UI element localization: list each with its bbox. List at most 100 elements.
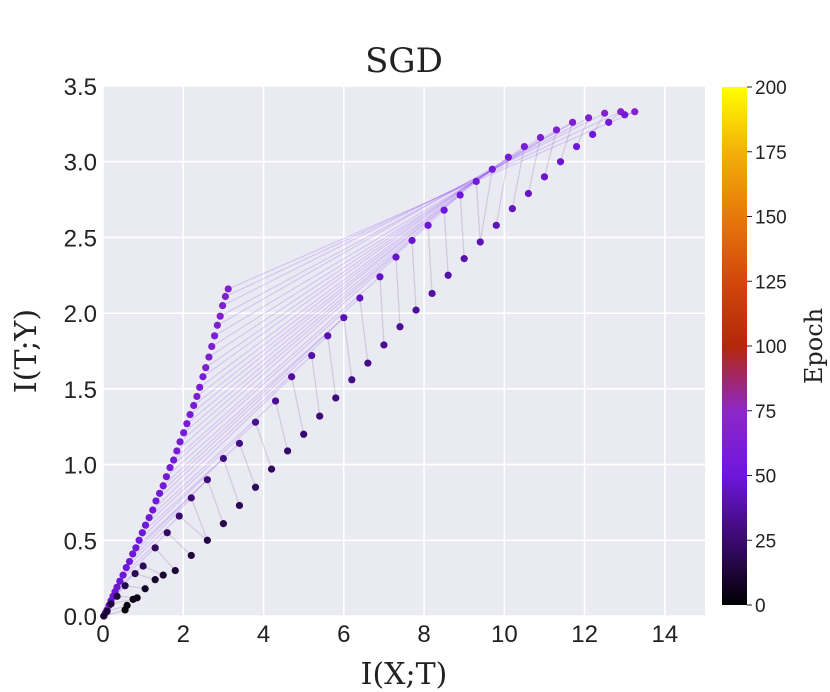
data-point [585,114,593,122]
data-point [308,351,316,360]
connector-line [179,240,413,443]
grid [102,85,705,617]
y-tick-label: 3.0 [64,150,97,177]
connector-line [135,479,208,549]
colorbar-tick-label: 150 [755,208,787,229]
data-point [456,191,464,199]
data-point [159,571,167,579]
data-point [396,323,404,331]
colorbar-tick-label: 0 [755,596,766,617]
data-point [113,592,121,600]
data-point [235,439,244,447]
data-point [601,109,609,117]
data-point [251,483,260,491]
connector-line [395,257,401,327]
data-point [135,536,143,544]
connector-line [129,497,192,562]
data-point [568,118,577,126]
data-point [180,429,188,437]
connector-line [154,547,176,571]
connector-line [559,122,574,162]
data-point [224,285,232,293]
data-point [284,447,292,455]
connector-line [227,111,636,290]
connector-line [479,169,493,243]
data-point [356,294,364,302]
data-points [100,108,639,620]
connector-line [132,479,208,555]
connector-line [379,276,385,345]
data-point [107,600,115,608]
data-point [162,473,171,481]
connector-line [343,317,353,380]
data-point [316,412,324,420]
data-point [199,373,207,381]
connector-line [122,532,168,576]
connector-line [222,112,605,307]
data-point [492,221,500,229]
data-point [536,133,545,142]
connector-line [142,565,164,576]
data-point [267,465,276,473]
data-point [392,253,400,261]
data-point [524,189,533,198]
data-point [139,562,147,570]
data-point [589,130,597,139]
y-tick-label: 0.0 [64,604,97,631]
connector-line [190,497,208,541]
data-point [472,177,480,185]
data-point [138,529,146,537]
data-point [440,206,448,214]
connector-line [225,111,621,298]
connector-line [327,335,337,399]
data-point [187,494,195,502]
connector-line [183,224,429,434]
data-point [186,411,194,419]
data-point [176,438,184,446]
data-point [121,582,129,590]
x-tick-label: 14 [652,621,679,648]
data-point [103,607,111,616]
colorbar-tick-label: 175 [755,143,787,164]
x-tick-label: 10 [491,621,518,648]
connector-line [238,443,257,488]
colorbar-tick-labels: 0 25 50 75 100 125 150 175 200 [747,78,787,617]
data-point [119,571,127,579]
connector-line [155,355,313,502]
data-point [151,576,159,584]
connector-line [443,210,449,276]
connector-line [159,335,329,494]
data-point [210,332,219,340]
data-point [208,342,216,351]
y-tick-label: 2.0 [64,301,97,328]
connector-line [138,458,224,541]
data-point [113,583,121,591]
data-point [340,314,348,322]
y-tick-label: 0.5 [64,528,97,555]
x-tick-labels: 0 2 4 6 8 10 12 14 [96,621,678,648]
connector-line [214,121,573,337]
colorbar-tick-label: 75 [755,402,776,423]
connector-line [254,421,273,470]
connector-line [206,479,224,524]
data-point [116,577,124,585]
connector-line [205,146,525,369]
plot-background [103,86,705,616]
data-point [488,165,496,173]
x-tick-label: 12 [571,621,598,648]
colorbar-tick-label: 25 [755,531,776,552]
connector-line [311,355,321,417]
y-tick-labels: 0.0 0.5 1.0 1.5 2.0 2.5 3.0 3.5 [64,74,97,631]
colorbar-tick-label: 100 [755,337,787,358]
connector-line [169,297,361,469]
data-point [187,551,195,560]
connector-line [411,240,417,311]
data-point [324,332,332,340]
connector-line [199,168,493,388]
data-point [221,292,230,301]
data-point [193,392,201,401]
data-point [170,456,178,464]
data-point [216,312,224,320]
connector-line [208,136,541,358]
